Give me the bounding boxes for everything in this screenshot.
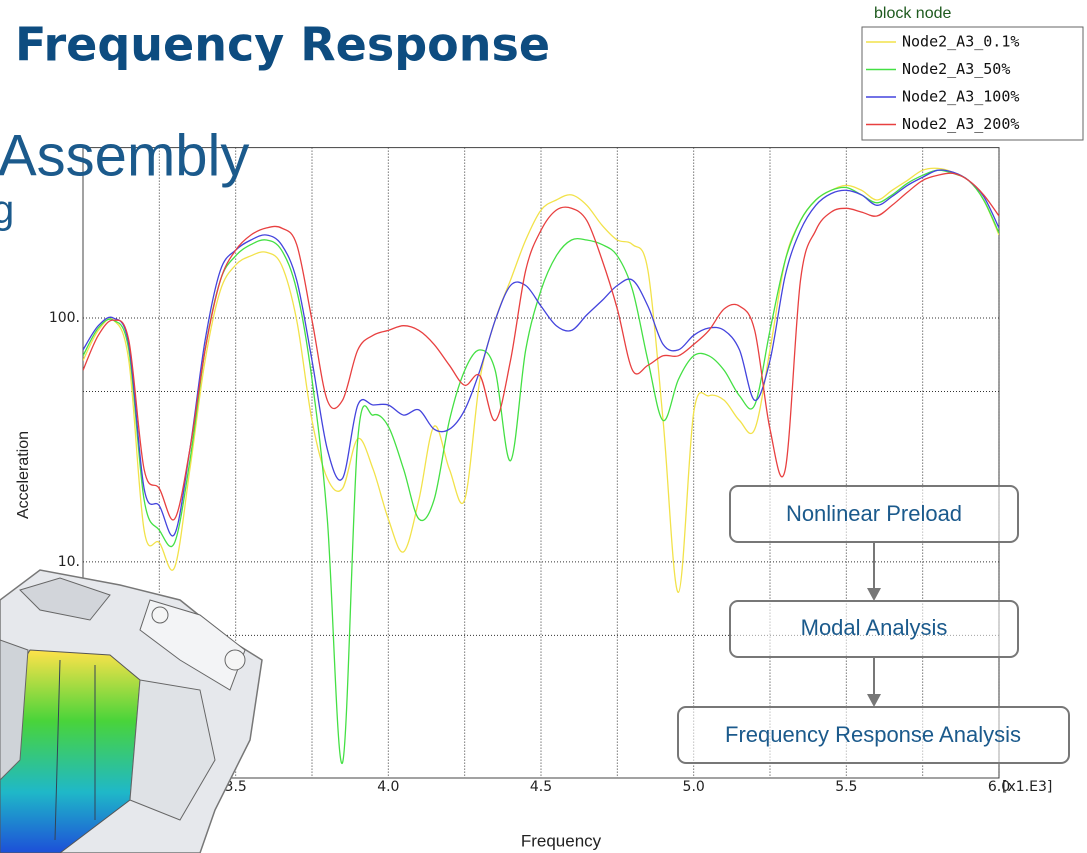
flow-label: Modal Analysis	[801, 615, 948, 640]
page: {"slide": {"title": "Frequency Response"…	[0, 0, 1087, 853]
y-axis-label: Acceleration	[15, 431, 32, 519]
x-tick-label: 4.0	[377, 779, 399, 795]
slide: 3.54.04.55.05.56.0[x1.E3]10.100.Frequenc…	[0, 0, 1087, 853]
legend-label: Node2_A3_50%	[902, 60, 1010, 78]
y-tick-label: 100.	[49, 310, 80, 326]
slide-subtitle-fragment: g	[0, 188, 14, 232]
legend-title: block node	[874, 5, 951, 22]
x-tick-label: 5.0	[683, 779, 705, 795]
legend-label: Node2_A3_100%	[902, 88, 1019, 106]
legend-label: Node2_A3_200%	[902, 115, 1019, 133]
y-tick-label: 10.	[58, 554, 80, 570]
slide-subtitle: Assembly	[0, 123, 249, 188]
slide-title: Frequency Response	[15, 18, 550, 72]
flowchart: Nonlinear Preload Modal Analysis Frequen…	[678, 486, 1069, 763]
x-axis-label: Frequency	[521, 831, 602, 850]
x-unit: [x1.E3]	[1002, 779, 1052, 795]
flow-label: Frequency Response Analysis	[725, 722, 1021, 747]
flow-label: Nonlinear Preload	[786, 501, 962, 526]
x-tick-label: 5.5	[835, 779, 857, 795]
x-tick-label: 4.5	[530, 779, 552, 795]
legend-label: Node2_A3_0.1%	[902, 33, 1019, 51]
